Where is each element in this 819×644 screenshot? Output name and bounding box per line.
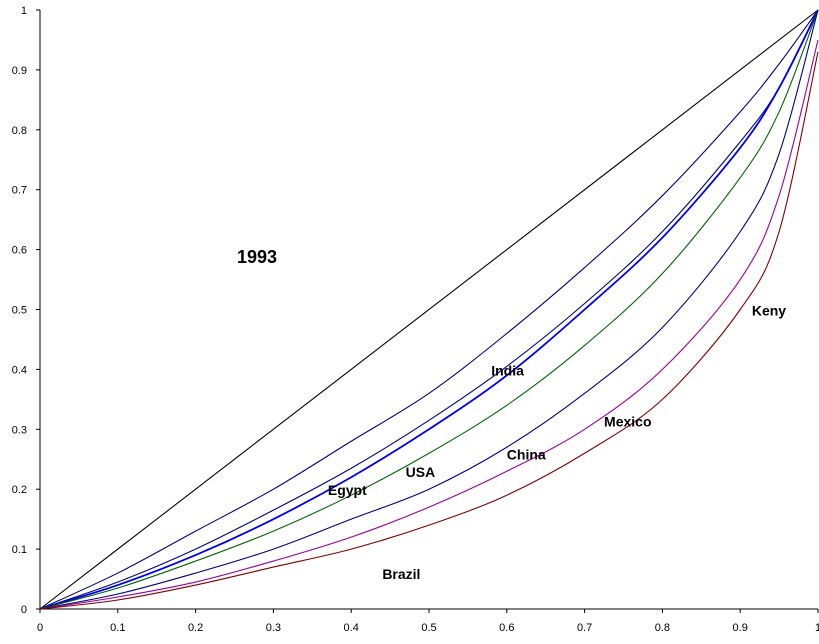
- series-label-usa: USA: [406, 464, 436, 480]
- series-label-brazil: Brazil: [382, 566, 420, 582]
- y-tick-label: 0.9: [12, 65, 27, 77]
- x-tick-label: 0.5: [421, 622, 436, 634]
- x-tick-label: 0.4: [344, 622, 359, 634]
- y-tick-label: 0.8: [12, 125, 27, 137]
- y-tick-label: 0.7: [12, 185, 27, 197]
- series-line-egypt: [39, 9, 819, 610]
- series-labels: India Egypt USA China Mexico Keny Brazil: [328, 302, 786, 582]
- y-tick-label: 0.5: [12, 305, 27, 317]
- year-annotation: 1993: [237, 247, 277, 267]
- y-tick-label: 0.6: [12, 245, 27, 257]
- x-tick-label: 0.1: [110, 622, 125, 634]
- y-tick-label: 0.2: [12, 484, 27, 496]
- x-tick-label: 0.3: [266, 622, 281, 634]
- series-label-keny: Keny: [752, 302, 786, 318]
- x-tick-label: 1: [815, 622, 819, 634]
- x-tick-label: 0.8: [655, 622, 670, 634]
- series-line-brazil: [39, 51, 819, 610]
- series-label-china: China: [507, 446, 546, 462]
- x-tick-label: 0.9: [733, 622, 748, 634]
- series-layer: [39, 9, 819, 610]
- y-tick-label: 0.4: [12, 364, 27, 376]
- x-tick-label: 0: [37, 622, 43, 634]
- axes: 0 0.1 0.2 0.3 0.4 0.5 0.6 0.7 0.8 0.9 1 0 0.1 0.2 0.3 0…: [12, 5, 819, 634]
- series-line-keny: [39, 39, 819, 610]
- y-tick-label: 0.3: [12, 424, 27, 436]
- equality-line: [39, 9, 819, 610]
- series-line-china: [39, 9, 819, 610]
- y-tick-label: 1: [21, 5, 27, 17]
- series-label-mexico: Mexico: [604, 413, 651, 429]
- series-line-usa: [39, 9, 819, 610]
- series-label-egypt: Egypt: [328, 482, 367, 498]
- series-line-india: [39, 9, 819, 610]
- x-tick-label: 0.7: [577, 622, 592, 634]
- y-tick-label: 0: [21, 604, 27, 616]
- x-tick-label: 0.2: [188, 622, 203, 634]
- series-line-mexico: [39, 9, 819, 610]
- x-tick-label: 0.6: [499, 622, 514, 634]
- y-tick-label: 0.1: [12, 544, 27, 556]
- series-label-india: India: [491, 362, 524, 378]
